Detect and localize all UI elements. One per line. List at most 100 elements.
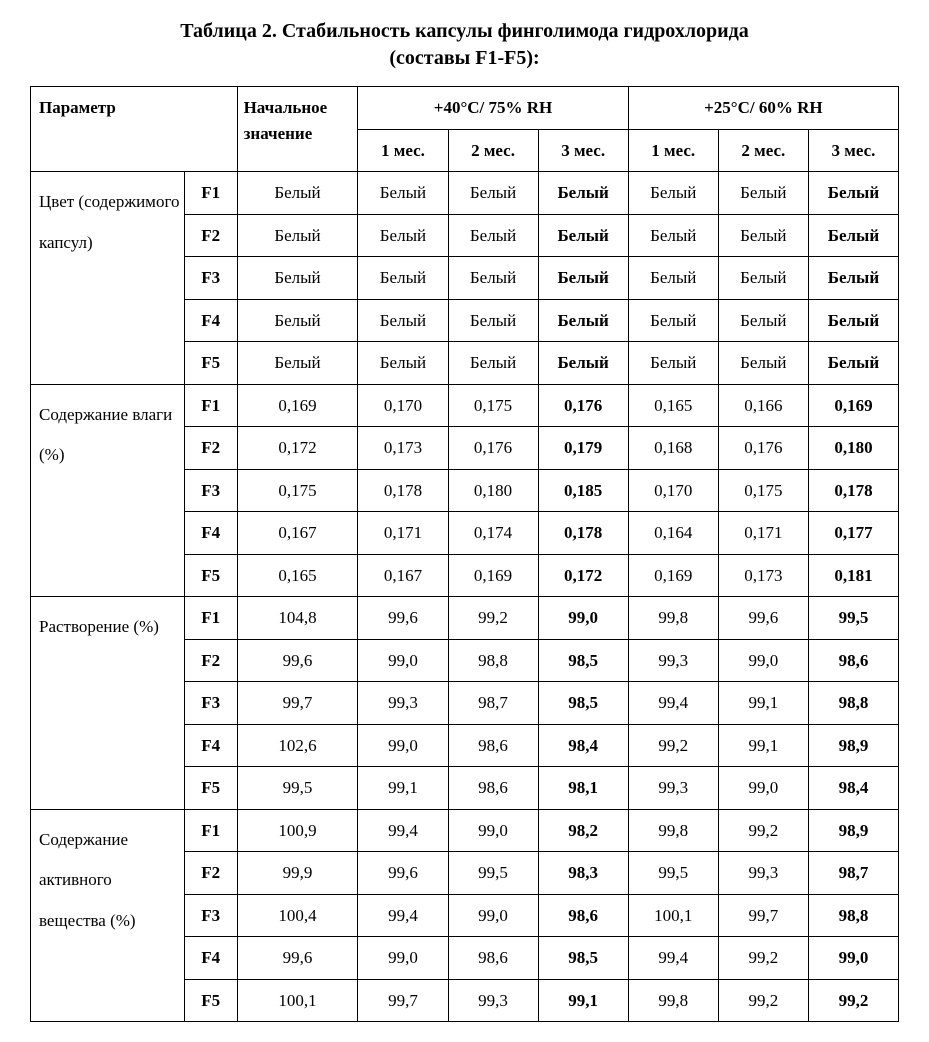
header-m1b: 1 мес. bbox=[628, 129, 718, 172]
cell-i: 0,165 bbox=[237, 554, 358, 597]
cell-b3: 98,8 bbox=[808, 894, 898, 937]
cell-b1: 99,4 bbox=[628, 937, 718, 980]
cell-a3: 98,4 bbox=[538, 724, 628, 767]
cell-a1: Белый bbox=[358, 342, 448, 385]
cell-b1: Белый bbox=[628, 299, 718, 342]
param-label: Растворение (%) bbox=[31, 597, 185, 810]
cell-i: 0,175 bbox=[237, 469, 358, 512]
header-cond2: +25°C/ 60% RH bbox=[628, 87, 898, 130]
cell-b1: 0,168 bbox=[628, 427, 718, 470]
cell-a2: 99,2 bbox=[448, 597, 538, 640]
cell-b2: 99,1 bbox=[718, 682, 808, 725]
cell-f: F4 bbox=[184, 299, 237, 342]
cell-a1: 99,4 bbox=[358, 809, 448, 852]
cell-b2: Белый bbox=[718, 172, 808, 215]
cell-a1: 99,3 bbox=[358, 682, 448, 725]
cell-i: 99,5 bbox=[237, 767, 358, 810]
cell-b3: Белый bbox=[808, 299, 898, 342]
cell-f: F5 bbox=[184, 767, 237, 810]
cell-a1: 99,4 bbox=[358, 894, 448, 937]
cell-a3: 0,185 bbox=[538, 469, 628, 512]
cell-b2: 99,0 bbox=[718, 639, 808, 682]
cell-b1: Белый bbox=[628, 214, 718, 257]
cell-a3: Белый bbox=[538, 299, 628, 342]
cell-b2: 99,2 bbox=[718, 979, 808, 1022]
cell-f: F5 bbox=[184, 979, 237, 1022]
cell-b3: 98,7 bbox=[808, 852, 898, 895]
cell-i: 0,167 bbox=[237, 512, 358, 555]
cell-b3: 0,178 bbox=[808, 469, 898, 512]
cell-i: 99,7 bbox=[237, 682, 358, 725]
cell-a1: Белый bbox=[358, 299, 448, 342]
header-parameter: Параметр bbox=[31, 87, 238, 172]
cell-i: Белый bbox=[237, 299, 358, 342]
header-m2b: 2 мес. bbox=[718, 129, 808, 172]
cell-b2: Белый bbox=[718, 214, 808, 257]
cell-a2: 0,175 bbox=[448, 384, 538, 427]
cell-a1: 0,178 bbox=[358, 469, 448, 512]
cell-b2: 0,175 bbox=[718, 469, 808, 512]
cell-a2: 98,6 bbox=[448, 937, 538, 980]
cell-b1: 99,8 bbox=[628, 979, 718, 1022]
cell-a2: 0,169 bbox=[448, 554, 538, 597]
cell-a1: Белый bbox=[358, 257, 448, 300]
cell-b3: 98,8 bbox=[808, 682, 898, 725]
cell-i: 100,9 bbox=[237, 809, 358, 852]
cell-a2: Белый bbox=[448, 214, 538, 257]
cell-i: 104,8 bbox=[237, 597, 358, 640]
cell-b1: 0,169 bbox=[628, 554, 718, 597]
cell-b1: 99,4 bbox=[628, 682, 718, 725]
cell-f: F1 bbox=[184, 809, 237, 852]
table-row: Содержание влаги (%)F10,1690,1700,1750,1… bbox=[31, 384, 899, 427]
cell-f: F5 bbox=[184, 342, 237, 385]
cell-a3: Белый bbox=[538, 172, 628, 215]
header-cond1: +40°C/ 75% RH bbox=[358, 87, 628, 130]
cell-a1: Белый bbox=[358, 172, 448, 215]
cell-b3: 0,180 bbox=[808, 427, 898, 470]
cell-a1: 99,6 bbox=[358, 852, 448, 895]
cell-a3: 0,176 bbox=[538, 384, 628, 427]
cell-i: 102,6 bbox=[237, 724, 358, 767]
cell-f: F3 bbox=[184, 682, 237, 725]
cell-b3: 99,5 bbox=[808, 597, 898, 640]
cell-b3: 98,9 bbox=[808, 809, 898, 852]
cell-b1: 99,3 bbox=[628, 639, 718, 682]
cell-a2: 99,5 bbox=[448, 852, 538, 895]
cell-a3: 98,5 bbox=[538, 937, 628, 980]
cell-b3: 0,169 bbox=[808, 384, 898, 427]
cell-a3: Белый bbox=[538, 257, 628, 300]
header-m2a: 2 мес. bbox=[448, 129, 538, 172]
cell-b2: 99,2 bbox=[718, 937, 808, 980]
cell-a2: 98,8 bbox=[448, 639, 538, 682]
table-title: Таблица 2. Стабильность капсулы финголим… bbox=[30, 20, 899, 43]
cell-b1: Белый bbox=[628, 342, 718, 385]
cell-a3: 98,6 bbox=[538, 894, 628, 937]
cell-i: 0,169 bbox=[237, 384, 358, 427]
cell-f: F4 bbox=[184, 724, 237, 767]
table-row: Содержание активного вещества (%)F1100,9… bbox=[31, 809, 899, 852]
cell-i: 99,9 bbox=[237, 852, 358, 895]
cell-b3: 0,181 bbox=[808, 554, 898, 597]
cell-a2: Белый bbox=[448, 342, 538, 385]
cell-i: 100,4 bbox=[237, 894, 358, 937]
cell-b2: 0,166 bbox=[718, 384, 808, 427]
cell-a1: 99,0 bbox=[358, 639, 448, 682]
cell-a3: 0,172 bbox=[538, 554, 628, 597]
cell-b3: 98,9 bbox=[808, 724, 898, 767]
cell-f: F1 bbox=[184, 384, 237, 427]
cell-f: F5 bbox=[184, 554, 237, 597]
cell-b2: 0,171 bbox=[718, 512, 808, 555]
cell-b1: 99,2 bbox=[628, 724, 718, 767]
header-m3b: 3 мес. bbox=[808, 129, 898, 172]
cell-a3: 99,1 bbox=[538, 979, 628, 1022]
cell-f: F3 bbox=[184, 469, 237, 512]
cell-a1: 99,6 bbox=[358, 597, 448, 640]
cell-a1: 99,0 bbox=[358, 937, 448, 980]
cell-b1: 99,3 bbox=[628, 767, 718, 810]
cell-i: Белый bbox=[237, 342, 358, 385]
cell-i: Белый bbox=[237, 257, 358, 300]
cell-i: Белый bbox=[237, 214, 358, 257]
cell-b2: 99,6 bbox=[718, 597, 808, 640]
cell-a2: 98,7 bbox=[448, 682, 538, 725]
cell-b1: 99,8 bbox=[628, 809, 718, 852]
